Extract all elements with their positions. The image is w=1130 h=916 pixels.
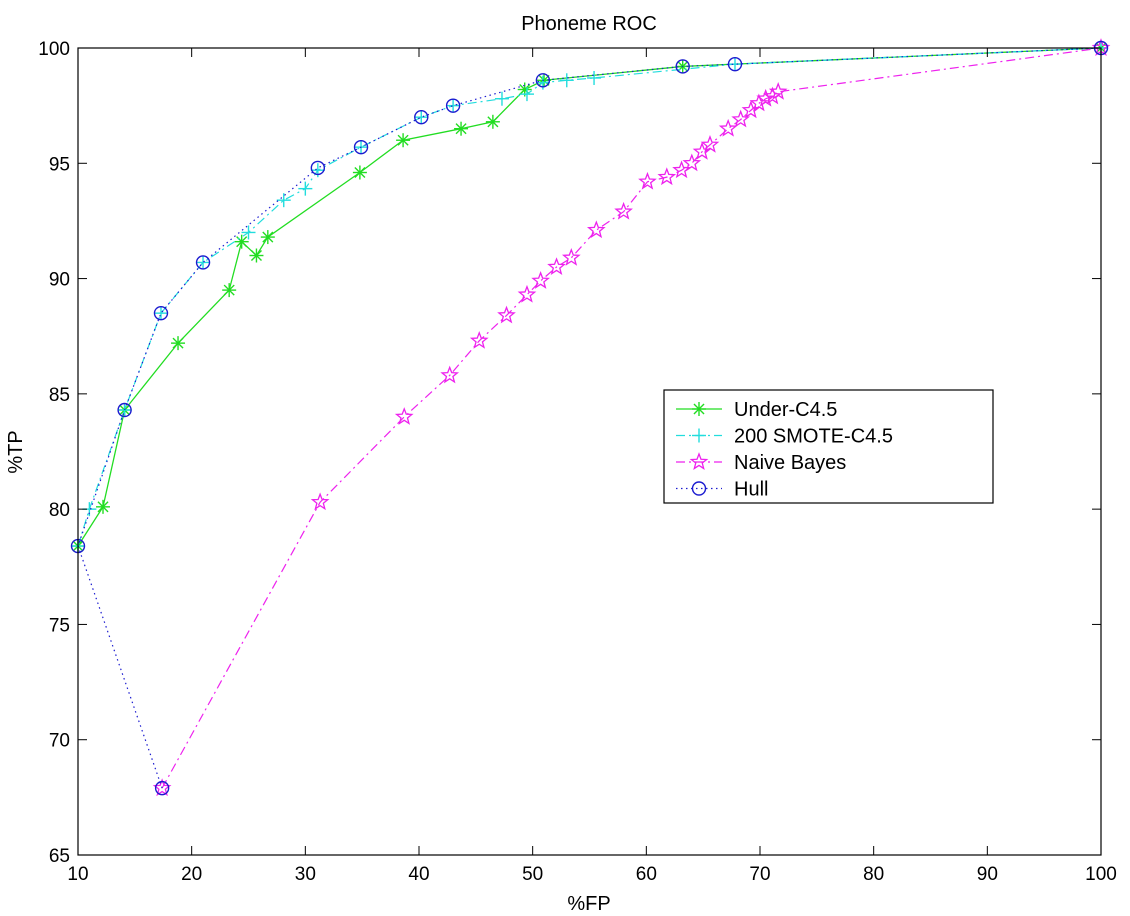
data-point-0-4: [222, 283, 237, 298]
data-point-1-3: [153, 306, 168, 321]
data-point-2-8: [547, 257, 566, 275]
data-point-2-13: [657, 167, 677, 186]
data-point-3-3: [153, 305, 169, 321]
legend-entry-3: Hull: [676, 479, 768, 501]
data-point-0-5: [234, 234, 249, 249]
data-point-3-2: [117, 402, 132, 418]
y-tick-label-7: 100: [38, 39, 70, 60]
legend-label-0: Under-C4.5: [734, 399, 837, 421]
data-point-2-18: [718, 118, 738, 137]
x-tick-label-8: 90: [977, 864, 998, 885]
data-point-1-8: [310, 163, 325, 178]
data-point-3-11: [727, 56, 743, 72]
data-point-1-13: [519, 87, 534, 102]
legend-entry-1: 200 SMOTE-C4.5: [676, 426, 893, 448]
data-point-0-3: [171, 336, 186, 351]
data-point-3-10: [675, 59, 690, 74]
data-point-2-15: [682, 153, 702, 172]
data-point-0-8: [352, 165, 367, 180]
data-point-2-2: [394, 407, 414, 425]
y-tick-label-2: 75: [49, 615, 70, 636]
data-point-2-9: [561, 247, 581, 266]
legend: Under-C4.5 200 SMOTE-C4.5 Naive Bayes Hull: [663, 389, 994, 504]
plot-frame: [77, 47, 1102, 856]
legend-label-2: Naive Bayes: [734, 452, 846, 474]
x-tick-label-6: 70: [749, 864, 770, 885]
data-point-3-5: [310, 160, 326, 176]
data-point-3-0: [154, 780, 170, 796]
data-point-2-7: [531, 271, 550, 289]
legend-entries: Under-C4.5 200 SMOTE-C4.5 Naive Bayes Hull: [676, 399, 893, 501]
data-point-0-10: [454, 121, 469, 136]
data-point-1-15: [559, 73, 574, 88]
series-line-2: [161, 47, 1102, 789]
data-point-0-7: [260, 230, 275, 245]
chart-title: Phoneme ROC: [521, 13, 657, 35]
x-tick-label-9: 100: [1085, 864, 1117, 885]
x-tick-label-0: 10: [67, 864, 88, 885]
legend-entry-2: Naive Bayes: [676, 452, 846, 474]
data-point-3-9: [535, 73, 551, 88]
legend-marker-0: [692, 402, 706, 416]
x-tick-label-7: 80: [863, 864, 884, 885]
data-point-1-14: [535, 75, 550, 90]
ticks-layer: 10 20 30 40 50 60 70 80 90 100 65 70 75 80 85 90 95 100: [38, 39, 1117, 885]
data-point-2-6: [517, 284, 537, 303]
x-tick-label-1: 20: [181, 864, 202, 885]
data-point-3-6: [353, 139, 369, 155]
legend-entry-0: Under-C4.5: [676, 399, 837, 421]
y-tick-label-6: 95: [49, 154, 70, 175]
data-point-0-6: [249, 248, 264, 263]
data-point-2-17: [700, 135, 720, 153]
data-point-2-21: [749, 93, 769, 112]
legend-marker-2: [689, 452, 709, 470]
data-point-2-1: [310, 492, 330, 511]
data-point-3-8: [445, 98, 461, 113]
y-axis-title: %TP: [5, 430, 27, 473]
data-point-1-4: [196, 255, 211, 270]
legend-marker-1: [692, 428, 706, 443]
data-point-1-7: [298, 181, 313, 196]
data-point-2-10: [586, 220, 606, 239]
data-point-3-4: [195, 255, 211, 270]
data-point-2-5: [497, 305, 516, 324]
x-tick-label-5: 60: [636, 864, 657, 885]
x-axis-title: %FP: [567, 893, 610, 915]
data-point-2-3: [440, 365, 460, 384]
data-point-2-11: [614, 201, 633, 220]
data-point-1-16: [587, 70, 602, 85]
data-point-2-4: [469, 331, 489, 349]
y-tick-label-0: 65: [49, 846, 70, 867]
data-point-1-11: [446, 98, 461, 113]
data-point-3-7: [414, 109, 429, 125]
data-point-1-5: [241, 225, 256, 240]
data-point-0-1: [96, 499, 111, 514]
data-point-1-12: [494, 91, 509, 106]
series-line-0: [77, 47, 1102, 547]
legend-marker-3: [691, 481, 707, 496]
x-tick-label-4: 50: [522, 864, 543, 885]
y-tick-label-1: 70: [49, 731, 70, 752]
x-tick-label-3: 40: [408, 864, 429, 885]
data-point-1-6: [276, 193, 291, 208]
data-point-1-17: [727, 57, 742, 72]
legend-label-1: 200 SMOTE-C4.5: [734, 426, 893, 448]
data-point-1-10: [414, 110, 429, 125]
data-point-2-23: [763, 86, 782, 105]
x-tick-label-2: 30: [295, 864, 316, 885]
data-point-2-12: [638, 171, 657, 190]
data-point-2-22: [756, 88, 776, 107]
data-point-0-11: [485, 114, 500, 129]
data-point-2-24: [768, 81, 788, 100]
y-tick-label-4: 85: [49, 385, 70, 406]
legend-label-3: Hull: [734, 479, 768, 501]
series-layer: [70, 38, 1111, 797]
series-line-3: [77, 47, 1102, 789]
y-tick-label-5: 90: [49, 270, 70, 291]
data-point-0-9: [396, 133, 411, 148]
y-tick-label-3: 80: [49, 500, 70, 521]
series-3: [70, 40, 1109, 796]
